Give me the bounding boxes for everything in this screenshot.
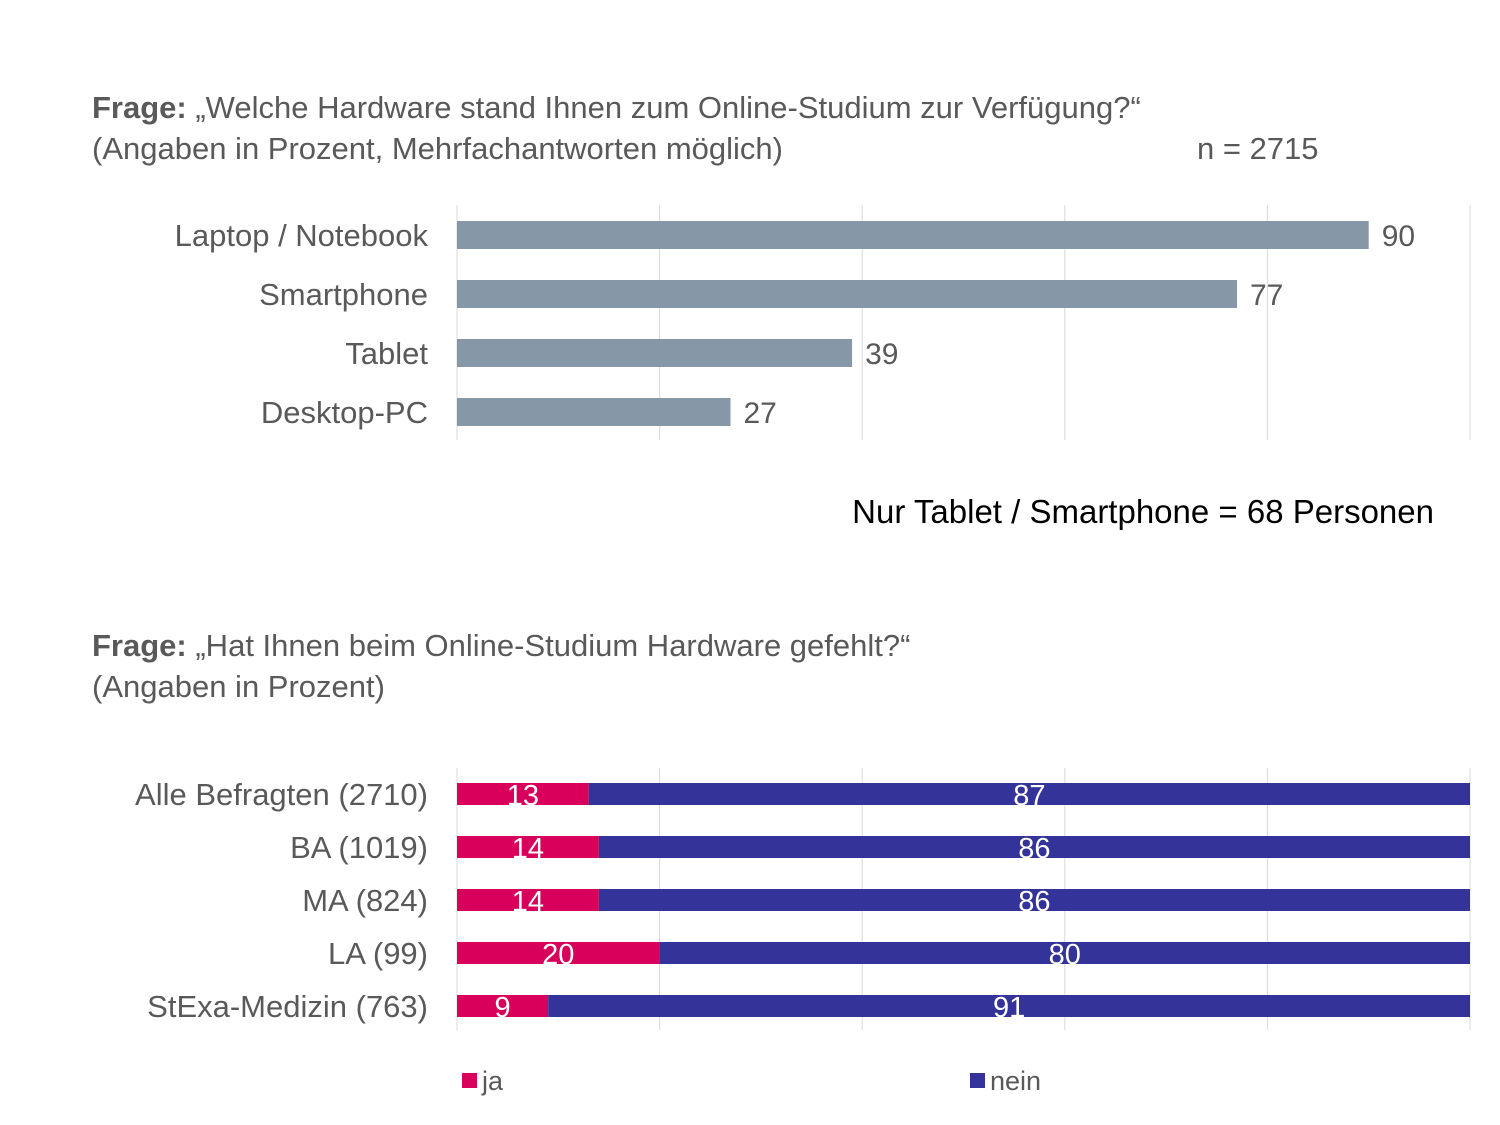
legend-swatch bbox=[970, 1073, 985, 1088]
category-label: MA (824) bbox=[302, 883, 428, 918]
data-label: 27 bbox=[744, 397, 777, 430]
bar bbox=[457, 221, 1369, 249]
bar bbox=[457, 398, 731, 426]
segment-label: 91 bbox=[993, 992, 1025, 1024]
question-1-note: (Angaben in Prozent, Mehrfachantworten m… bbox=[92, 131, 783, 166]
bar bbox=[457, 280, 1238, 308]
legend-label: nein bbox=[990, 1066, 1041, 1096]
segment-label: 9 bbox=[495, 992, 511, 1024]
question-2-label: Frage: bbox=[92, 628, 187, 663]
bar bbox=[457, 339, 853, 367]
category-label: BA (1019) bbox=[290, 830, 428, 865]
category-label: Desktop-PC bbox=[261, 395, 428, 430]
segment-label: 80 bbox=[1049, 939, 1081, 971]
legend-swatch bbox=[462, 1073, 477, 1088]
category-label: Smartphone bbox=[259, 277, 428, 312]
data-label: 39 bbox=[865, 338, 898, 371]
sample-size: n = 2715 bbox=[1197, 131, 1319, 166]
bar-segment-nein bbox=[659, 942, 1470, 964]
legend-item-nein: nein bbox=[970, 1066, 1041, 1096]
data-label: 77 bbox=[1250, 279, 1283, 312]
bar-segment-ja bbox=[457, 942, 660, 964]
bar-segment-ja bbox=[457, 836, 599, 858]
category-label: Laptop / Notebook bbox=[175, 218, 429, 253]
bar-segment-nein bbox=[598, 889, 1470, 911]
question-2-note: (Angaben in Prozent) bbox=[92, 669, 385, 704]
data-label: 90 bbox=[1382, 220, 1415, 253]
segment-label: 86 bbox=[1018, 833, 1050, 865]
category-label: Tablet bbox=[345, 336, 428, 371]
bar-segment-ja bbox=[457, 889, 599, 911]
segment-label: 14 bbox=[512, 833, 544, 865]
segment-label: 86 bbox=[1018, 886, 1050, 918]
highlight-note: Nur Tablet / Smartphone = 68 Personen bbox=[852, 493, 1434, 530]
segment-label: 20 bbox=[542, 939, 574, 971]
category-label: StExa-Medizin (763) bbox=[147, 989, 428, 1024]
category-label: LA (99) bbox=[328, 936, 428, 971]
segment-label: 87 bbox=[1013, 780, 1045, 812]
bar-segment-ja bbox=[457, 995, 549, 1017]
legend-label: ja bbox=[481, 1066, 504, 1096]
missing-hardware-stacked-chart: Alle Befragten (2710) 13 87 BA (1019) 14 86 MA… bbox=[135, 768, 1471, 1096]
question-1-title: Frage: „Welche Hardware stand Ihnen zum … bbox=[92, 90, 1141, 126]
bar-segment-nein bbox=[598, 836, 1470, 858]
question-2-text: „Hat Ihnen beim Online-Studium Hardware … bbox=[186, 628, 911, 663]
segment-label: 14 bbox=[512, 886, 544, 918]
legend-item-ja: ja bbox=[462, 1066, 504, 1096]
bar-segment-nein bbox=[588, 783, 1470, 805]
segment-label: 13 bbox=[507, 780, 539, 812]
question-2-title: Frage: „Hat Ihnen beim Online-Studium Ha… bbox=[92, 628, 910, 664]
bar-segment-nein bbox=[548, 995, 1470, 1017]
category-label: Alle Befragten (2710) bbox=[135, 777, 428, 812]
question-1-label: Frage: bbox=[92, 90, 187, 125]
hardware-bar-chart: Laptop / Notebook 90 Smartphone 77 Tablet 39 D… bbox=[175, 205, 1471, 440]
question-1-text: „Welche Hardware stand Ihnen zum Online-… bbox=[186, 90, 1141, 125]
bar-segment-ja bbox=[457, 783, 589, 805]
